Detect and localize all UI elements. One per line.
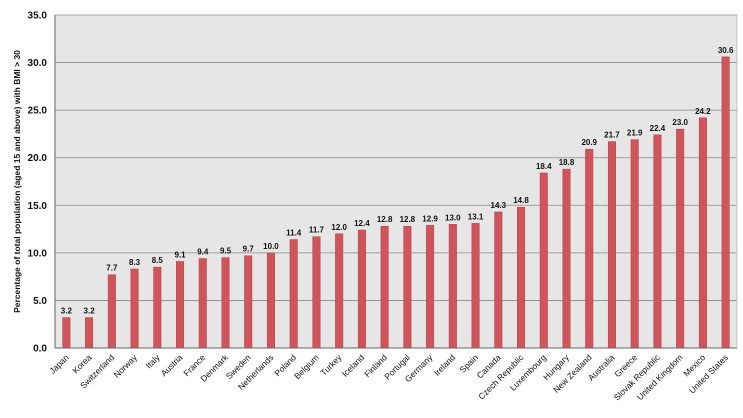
y-tick-label: 25.0 [28,106,48,117]
bar [130,268,139,349]
data-label: 21.7 [604,131,620,140]
bar [312,236,321,349]
data-label: 18.4 [536,162,552,171]
data-label: 12.9 [422,214,438,223]
data-label: 14.8 [513,196,529,205]
data-label: 9.4 [197,248,209,257]
value-labels: 3.2 3.2 7.7 8.3 8.5 9.1 9.4 9.5 9.7 10.0 11.4 11.7 1… [61,46,734,316]
bar [426,225,435,349]
data-label: 23.0 [672,118,688,127]
data-label: 21.9 [627,129,643,138]
data-label: 13.0 [445,213,461,222]
bar [289,239,298,349]
x-tick-label: Italy [144,352,163,371]
data-label: 10.0 [263,242,279,251]
x-tick-label: Austria [159,352,185,378]
plot-background [55,15,737,348]
data-label: 9.1 [174,250,186,259]
bar [448,224,457,349]
bars [62,56,730,349]
data-label: 12.0 [331,223,347,232]
bar [585,148,594,349]
data-label: 12.8 [400,215,416,224]
bar [517,206,526,349]
bar [562,168,571,349]
data-label: 24.2 [695,107,711,116]
bar [266,252,275,349]
bar [335,233,344,349]
bar [85,317,94,349]
data-label: 9.5 [220,247,232,256]
data-label: 3.2 [61,307,73,316]
axes [54,15,738,349]
bar [244,255,253,349]
bar [698,117,707,349]
x-tick-label: Norway [112,352,140,380]
data-label: 30.6 [718,46,734,55]
data-label: 8.5 [152,256,164,265]
bar [153,266,162,349]
bar [607,141,616,349]
bar [62,317,71,349]
x-tick-label: Iceland [340,352,367,379]
data-label: 13.1 [468,212,484,221]
y-axis-title: Percentage of total population (aged 15 … [12,50,22,313]
bar [403,225,412,349]
y-tick-label: 10.0 [28,248,48,259]
bar [676,128,685,349]
bar [357,229,366,349]
data-label: 22.4 [650,124,666,133]
x-tick-label: Japan [47,352,71,376]
data-label: 8.3 [129,258,141,267]
data-label: 12.8 [377,215,393,224]
data-label: 20.9 [581,138,597,147]
data-label: 3.2 [84,307,96,316]
x-tick-label: Turkey [318,352,344,378]
y-tick-label: 0.0 [33,344,47,355]
bar [198,258,207,349]
bar [494,211,503,349]
data-label: 12.4 [354,219,370,228]
bar [380,225,389,349]
bar [539,172,548,349]
y-tick-label: 30.0 [28,58,48,69]
data-label: 18.8 [559,158,575,167]
bar [176,261,185,349]
bar [107,274,116,349]
bar [630,139,639,349]
y-tick-label: 35.0 [28,11,48,22]
bar [471,223,480,349]
x-tick-label: Ireland [432,352,458,378]
x-tick-label: Belgium [292,352,321,381]
y-tick-label: 5.0 [33,296,47,307]
y-tick-labels: 0.0 5.0 10.0 15.0 20.0 25.0 30.0 35.0 [28,11,48,355]
y-tick-label: 15.0 [28,201,48,212]
bar [653,134,662,349]
data-label: 11.4 [286,229,302,238]
data-label: 9.7 [243,245,255,254]
gridlines [55,14,737,301]
y-tick-label: 20.0 [28,153,48,164]
data-label: 11.7 [309,226,325,235]
data-label: 14.3 [491,201,507,210]
bar [221,257,230,349]
data-label: 7.7 [106,264,118,273]
bar [721,56,730,349]
